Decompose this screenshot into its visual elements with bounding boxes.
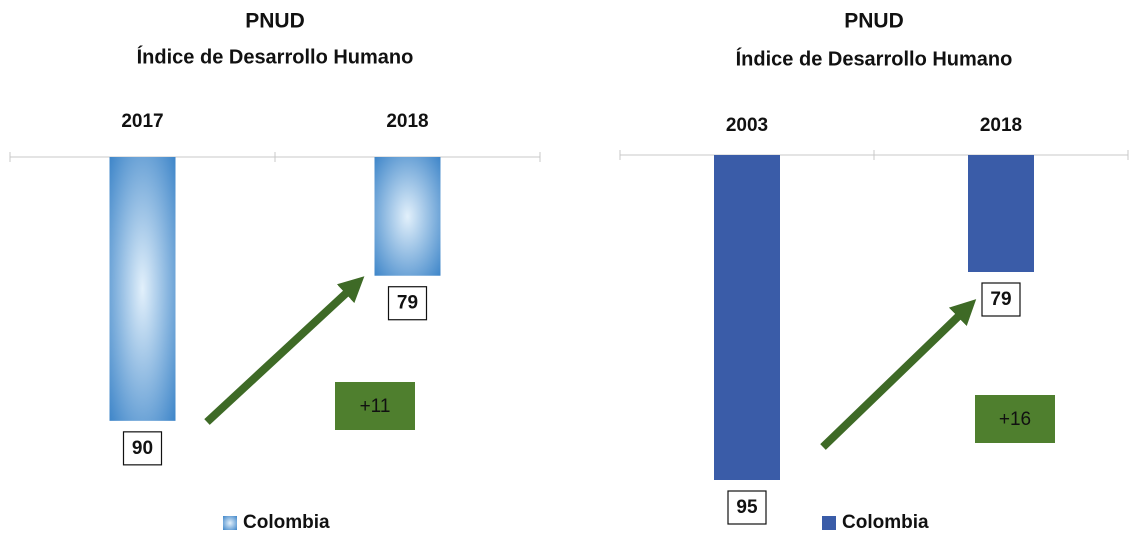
legend-swatch [822, 516, 836, 530]
annotation-box [975, 395, 1055, 443]
category-label: 2003 [726, 115, 768, 136]
chart-title: PNUD [245, 10, 305, 33]
annotation: +16 [999, 409, 1031, 430]
chart-subtitle: Índice de Desarrollo Humano [137, 45, 414, 68]
legend-label: Colombia [842, 512, 929, 533]
trend-arrow [820, 299, 977, 450]
data-label: 90 [132, 438, 153, 459]
data-label: 95 [736, 497, 758, 518]
chart-subtitle: Índice de Desarrollo Humano [736, 47, 1013, 70]
data-label: 79 [397, 293, 418, 314]
category-label: 2018 [980, 115, 1022, 136]
data-label-box [727, 490, 767, 525]
annotation-box [335, 382, 415, 430]
data-label: 79 [990, 289, 1011, 310]
category-label: 2018 [386, 111, 428, 132]
data-label-box [387, 286, 428, 321]
bar [714, 155, 780, 480]
chart-title: PNUD [844, 10, 904, 33]
category-label: 2017 [121, 111, 163, 132]
bar [968, 155, 1034, 272]
bar [109, 157, 176, 421]
legend-swatch [223, 516, 237, 530]
bar [374, 157, 441, 276]
legend-label: Colombia [243, 512, 330, 533]
trend-arrow [204, 276, 365, 425]
data-label-box [122, 431, 163, 466]
annotation: +11 [360, 396, 391, 417]
data-label-box [981, 282, 1021, 317]
